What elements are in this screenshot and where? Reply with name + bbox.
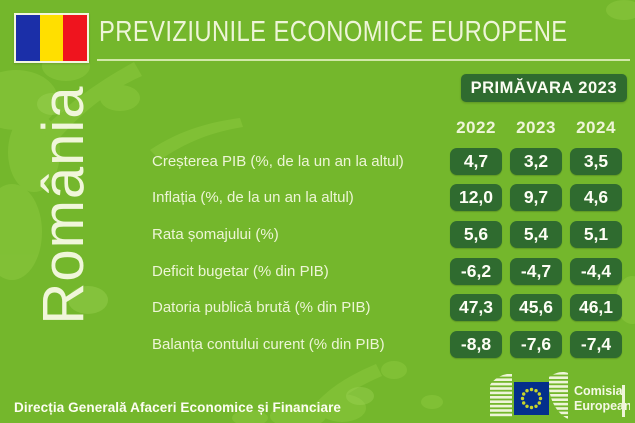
country-label: România: [30, 85, 96, 325]
value-pill: 45,6: [510, 294, 562, 322]
value-pill: -4,4: [570, 257, 622, 285]
value-pill: -8,8: [450, 330, 502, 358]
page-title: PREVIZIUNILE ECONOMICE EUROPENE: [99, 16, 568, 48]
value-pill: 9,7: [510, 184, 562, 212]
commission-name-line1: Comisia: [574, 384, 624, 398]
table-corner-spacer: [152, 112, 442, 143]
romanian-flag: [14, 13, 89, 63]
row-label-current-account: Balanța contului curent (% din PIB): [152, 335, 385, 353]
value-pill: 12,0: [450, 184, 502, 212]
value-pill: -7,6: [510, 330, 562, 358]
value-pill: 4,7: [450, 147, 502, 175]
value-pill: 3,5: [570, 147, 622, 175]
eu-stars: [520, 387, 543, 410]
value-pill: -6,2: [450, 257, 502, 285]
season-badge: PRIMĂVARA 2023: [460, 74, 627, 102]
year-header-2022: 2022: [456, 117, 496, 137]
forecast-table: 2022 2023 2024 Creșterea PIB (%, de la u…: [152, 112, 622, 363]
building-lines-left: [490, 374, 512, 417]
value-pill: 5,6: [450, 220, 502, 248]
building-sail-lines: [549, 372, 568, 419]
department-label: Direcția Generală Afaceri Economice și F…: [14, 400, 342, 415]
value-pill: 3,2: [510, 147, 562, 175]
value-pill: -7,4: [570, 330, 622, 358]
value-pill: 5,1: [570, 220, 622, 248]
row-label-public-debt: Datoria publică brută (% din PIB): [152, 299, 371, 317]
flag-red-stripe: [63, 15, 88, 61]
value-pill: 46,1: [570, 294, 622, 322]
flag-yellow-stripe: [39, 15, 64, 61]
row-label-unemployment: Rata șomajului (%): [152, 225, 279, 243]
value-pill: -4,7: [510, 257, 562, 285]
year-header-2024: 2024: [576, 117, 616, 137]
european-commission-logo: Comisia Europeană: [490, 372, 630, 419]
value-pill: 47,3: [450, 294, 502, 322]
row-label-budget-deficit: Deficit bugetar (% din PIB): [152, 262, 329, 280]
year-header-2023: 2023: [516, 117, 556, 137]
value-pill: 5,4: [510, 220, 562, 248]
eu-flag: [514, 382, 549, 415]
flag-blue-stripe: [16, 15, 40, 61]
commission-name-line2: Europeană: [574, 399, 630, 413]
row-label-gdp-growth: Creșterea PIB (%, de la un an la altul): [152, 152, 404, 170]
row-label-inflation: Inflația (%, de la un an la altul): [152, 189, 354, 207]
title-underline: [97, 59, 630, 61]
logo-divider-bar: [622, 385, 625, 417]
value-pill: 4,6: [570, 184, 622, 212]
